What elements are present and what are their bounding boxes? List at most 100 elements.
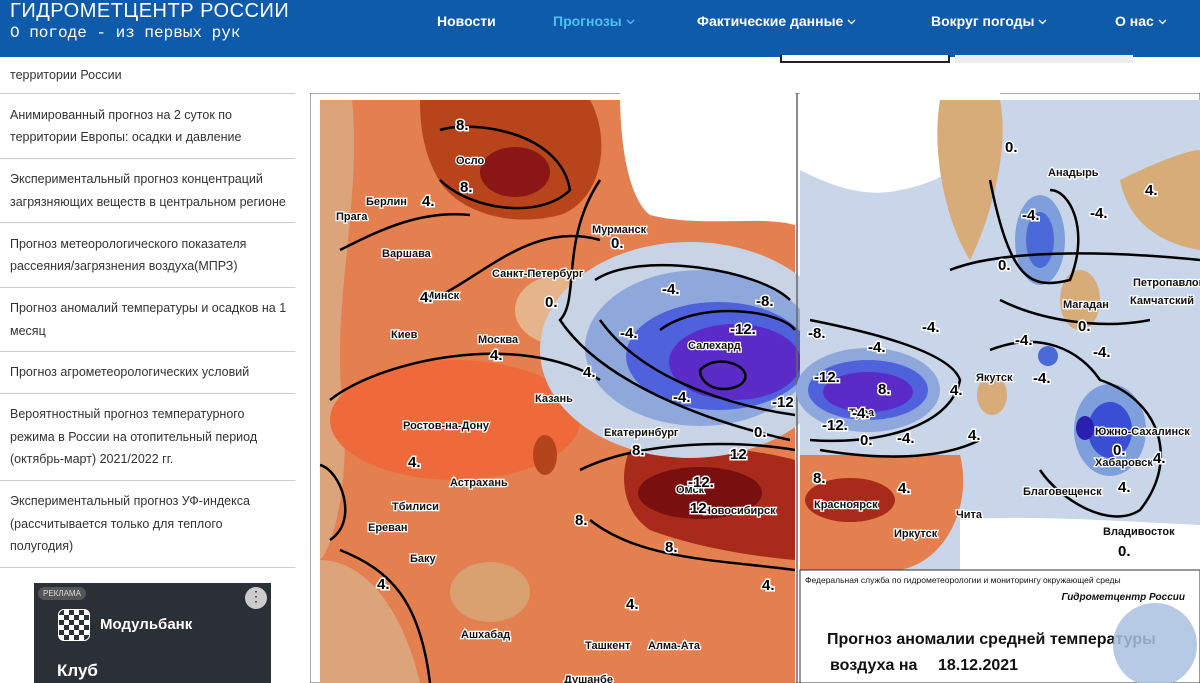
- city-label: Минск: [425, 290, 460, 302]
- city-label: Мурманск: [592, 224, 647, 236]
- sidebar-link[interactable]: Прогноз аномалий температуры и осадков н…: [0, 288, 295, 352]
- city-label: Новосибирск: [703, 505, 776, 517]
- advertisement[interactable]: РЕКЛАМА ⋮ Модульбанк Клуб: [34, 583, 271, 683]
- city-label: Чита: [956, 509, 983, 521]
- tab[interactable]: [780, 55, 950, 63]
- tab[interactable]: [955, 55, 1133, 63]
- ad-brand: Модульбанк: [100, 616, 193, 633]
- contour-label: 0.: [1113, 442, 1126, 459]
- contour-label: 8.: [575, 512, 588, 529]
- site-title[interactable]: ГИДРОМЕТЦЕНТР РОССИИ: [10, 0, 290, 22]
- city-label: Хабаровск: [1095, 457, 1153, 469]
- nav-label[interactable]: Вокруг погоды: [931, 13, 1035, 29]
- contour-label: 4.: [1145, 182, 1158, 199]
- contour-label: 8.: [878, 381, 891, 398]
- caption-center: Гидрометцентр России: [1061, 592, 1185, 603]
- contour-label: 4.: [408, 454, 421, 471]
- city-label: Петропавловск: [1133, 277, 1200, 289]
- contour-label: -12.: [822, 417, 848, 434]
- sidebar: территории России Анимированный прогноз н…: [0, 57, 295, 568]
- ad-headline: Клуб: [57, 661, 98, 680]
- contour-label: 8.: [460, 179, 473, 196]
- contour-label: 4.: [762, 577, 775, 594]
- city-label: Владивосток: [1103, 526, 1175, 538]
- chevron: [626, 19, 635, 25]
- city-label: Прага: [336, 211, 368, 223]
- contour-label: 4.: [968, 427, 981, 444]
- contour-label: -4.: [1090, 205, 1108, 222]
- contour-label: -12.: [814, 369, 840, 386]
- nav-item[interactable]: О нас: [1115, 13, 1167, 29]
- ad-logo: [58, 609, 90, 641]
- city-label: Киев: [391, 329, 418, 341]
- caption-date: 18.12.2021: [938, 657, 1018, 674]
- chevron: [847, 19, 856, 25]
- contour-label: 8.: [665, 539, 678, 556]
- contour-label: 8.: [813, 470, 826, 487]
- floating-button[interactable]: [1113, 603, 1197, 683]
- left-map: [319, 93, 840, 683]
- contour-label: 4.: [950, 382, 963, 399]
- contour-label: -4.: [673, 389, 691, 406]
- nav-label[interactable]: Прогнозы: [553, 13, 622, 29]
- sidebar-link[interactable]: территории России: [0, 57, 295, 94]
- nav-label[interactable]: О нас: [1115, 13, 1154, 29]
- sidebar-link[interactable]: Прогноз агрометеорологических условий: [0, 352, 295, 394]
- contour-label: 0.: [754, 424, 767, 441]
- city-label: Ашхабад: [461, 629, 510, 641]
- contour-label: 0.: [611, 235, 624, 252]
- contour-label: 4.: [1153, 450, 1166, 467]
- city-label: Ереван: [368, 522, 408, 534]
- caption-title: воздуха на: [830, 657, 917, 674]
- city-label: Магадан: [1063, 299, 1109, 311]
- ad-menu[interactable]: ⋮: [245, 587, 267, 609]
- contour-label: -12.: [730, 321, 756, 338]
- contour-label: 4.: [490, 347, 503, 364]
- nav-item[interactable]: Прогнозы: [553, 13, 635, 29]
- city-label: Южно-Сахалинск: [1095, 426, 1190, 438]
- contour-label: -4.: [852, 405, 870, 422]
- city-label: Варшава: [382, 248, 432, 260]
- nav-label[interactable]: Новости: [437, 13, 496, 29]
- city-label: Анадырь: [1048, 167, 1099, 179]
- nav-item[interactable]: Фактические данные: [697, 13, 856, 29]
- right-map: [796, 93, 1200, 570]
- contour-label: 8.: [456, 117, 469, 134]
- city-label: Омск: [676, 484, 705, 496]
- contour-label: 0.: [1118, 543, 1131, 560]
- city-label: Якутск: [976, 372, 1013, 384]
- city-label: Астрахань: [450, 477, 508, 489]
- caption-title: Прогноз аномалии средней температуры: [827, 631, 1156, 648]
- contour-label: -4.: [868, 339, 886, 356]
- nav-label[interactable]: Фактические данные: [697, 13, 844, 29]
- nav-item[interactable]: Новости: [437, 13, 496, 29]
- nav-item[interactable]: Вокруг погоды: [931, 13, 1047, 29]
- contour-label: 0.: [998, 257, 1011, 274]
- sidebar-link[interactable]: Вероятностный прогноз температурного реж…: [0, 394, 295, 481]
- sidebar-link[interactable]: Прогноз метеорологического показателя ра…: [0, 223, 295, 288]
- contour-label: -4.: [1022, 207, 1040, 224]
- ad-tag: РЕКЛАМА: [38, 587, 86, 600]
- city-label: Москва: [478, 334, 519, 346]
- contour-label: -4.: [897, 430, 915, 447]
- contour-label: 0.: [1078, 318, 1091, 335]
- city-label: Благовещенск: [1023, 486, 1102, 498]
- contour-label: -8.: [808, 325, 826, 342]
- city-label: Ташкент: [585, 640, 631, 652]
- contour-label: 0.: [860, 432, 873, 449]
- contour-label: 0.: [1005, 139, 1018, 156]
- contour-label: -4.: [922, 319, 940, 336]
- sidebar-link[interactable]: Экспериментальный прогноз УФ-индекса (ра…: [0, 481, 295, 568]
- header: ГИДРОМЕТЦЕНТР РОССИИ О погоде - из первы…: [0, 0, 1200, 57]
- contour-label: 0.: [545, 294, 558, 311]
- contour-label: -12: [772, 394, 794, 411]
- city-label: Берлин: [366, 196, 407, 208]
- forecast-map: Федеральная служба по гидрометеорологии …: [310, 93, 1200, 683]
- city-label: Осло: [456, 155, 485, 167]
- sidebar-link[interactable]: Экспериментальный прогноз концентраций з…: [0, 159, 295, 223]
- contour-label: 4.: [583, 364, 596, 381]
- city-label: Тбилиси: [392, 501, 439, 513]
- sidebar-link[interactable]: Анимированный прогноз на 2 суток по терр…: [0, 94, 295, 159]
- city-label: Тура: [849, 407, 875, 419]
